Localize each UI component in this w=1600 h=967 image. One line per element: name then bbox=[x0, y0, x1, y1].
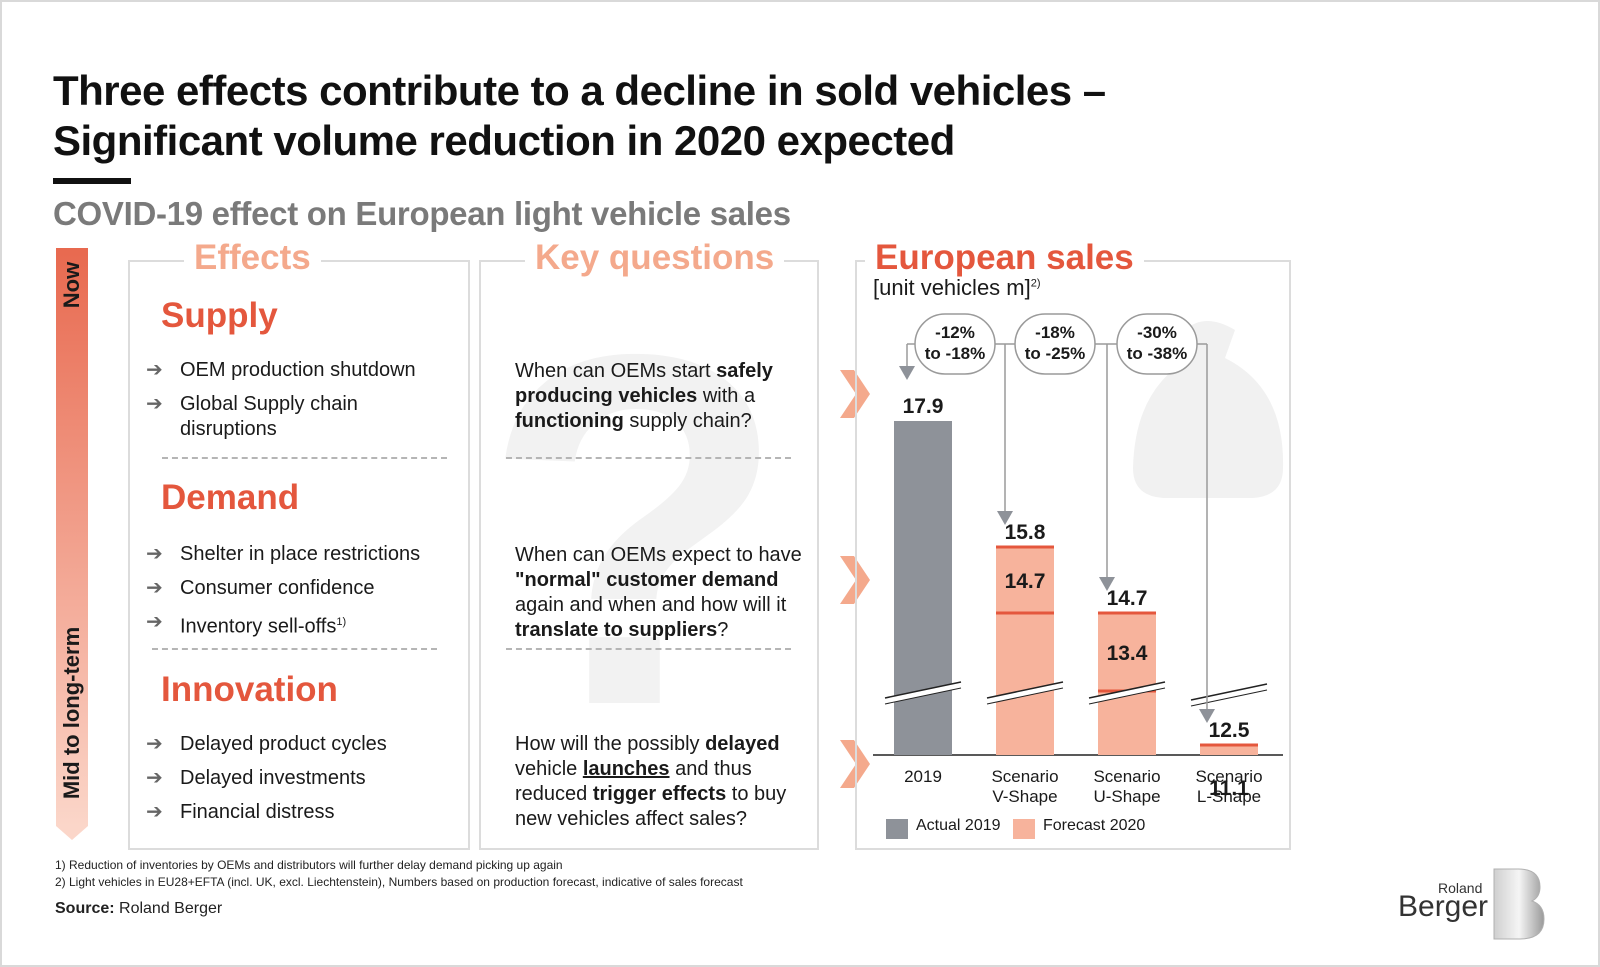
range-bubble-1 bbox=[1014, 313, 1096, 375]
axis-break-gap-2 bbox=[1089, 682, 1165, 704]
data-label-low-3: 11.1 bbox=[1209, 777, 1249, 800]
question-1: When can OEMs start safely producing vehi… bbox=[515, 360, 773, 432]
effects-panel: Effects bbox=[128, 238, 470, 850]
divider bbox=[152, 648, 437, 650]
title-line-2: Significant volume reduction in 2020 exp… bbox=[53, 117, 955, 164]
page-title: Three effects contribute to a decline in… bbox=[53, 66, 1106, 166]
range-bubble-2 bbox=[1116, 313, 1198, 375]
innovation-item: ➔ Financial distress bbox=[146, 801, 335, 823]
data-label-low-1: 14.7 bbox=[1005, 570, 1046, 593]
axis-break-gap-0 bbox=[885, 682, 961, 704]
legend-label-forecast: Forecast 2020 bbox=[1043, 817, 1146, 834]
demand-title: Demand bbox=[161, 478, 300, 517]
arrow-down-icon bbox=[997, 511, 1013, 525]
logo-text-roland: Roland bbox=[1438, 880, 1483, 896]
timeline-now-label: Now bbox=[59, 261, 84, 309]
axis-break-gap-1 bbox=[987, 682, 1063, 704]
sales-panel: European sales bbox=[855, 238, 1291, 850]
demand-item: ➔ Inventory sell-offs1) bbox=[146, 611, 347, 638]
arrow-down-icon bbox=[899, 366, 915, 380]
arrow-right-icon: ➔ bbox=[146, 801, 163, 823]
title-underline bbox=[53, 178, 131, 184]
money-bag-watermark bbox=[1133, 321, 1284, 498]
roland-berger-logo bbox=[1493, 868, 1545, 940]
range-bubble-0 bbox=[914, 313, 996, 375]
range-label-0: -12% bbox=[935, 323, 975, 342]
footnote-2: 2) Light vehicles in EU28+EFTA (incl. UK… bbox=[55, 875, 743, 889]
category-label-1: Scenario bbox=[991, 767, 1058, 786]
bar-1 bbox=[996, 547, 1054, 755]
axis-break-gap-3 bbox=[1191, 684, 1267, 706]
axis-break-line-3 bbox=[1190, 683, 1268, 701]
range-label-2: -30% bbox=[1137, 323, 1177, 342]
source-line: Source: Roland Berger bbox=[55, 900, 223, 917]
questions-heading: Key questions bbox=[525, 238, 785, 278]
range-label-1: -18% bbox=[1035, 323, 1075, 342]
bar-3 bbox=[1200, 745, 1258, 755]
logo-text-berger: Berger bbox=[1398, 890, 1489, 923]
axis-break-line2-1 bbox=[986, 687, 1064, 705]
divider bbox=[506, 457, 791, 459]
question-mark-watermark: ? bbox=[482, 250, 788, 809]
timeline-arrow bbox=[56, 248, 88, 840]
innovation-title: Innovation bbox=[161, 670, 338, 709]
arrow-right-icon: ➔ bbox=[146, 733, 163, 755]
arrow-down-icon bbox=[1199, 709, 1215, 723]
innovation-item: ➔ Delayed investments bbox=[146, 767, 366, 789]
data-label-high-1: 15.8 bbox=[1005, 521, 1046, 544]
arrow-right-icon: ➔ bbox=[146, 577, 163, 599]
arrow-right-icon: ➔ bbox=[146, 359, 163, 381]
demand-item: ➔ Consumer confidence bbox=[146, 577, 375, 599]
supply-item: ➔ Global Supply chain disruptions bbox=[146, 393, 358, 440]
axis-break-line2-2 bbox=[1088, 687, 1166, 705]
bar-0 bbox=[894, 421, 952, 755]
category-label-1: V-Shape bbox=[992, 787, 1057, 806]
axis-break-line-1 bbox=[986, 681, 1064, 699]
timeline-long-term-label: Mid to long-term bbox=[59, 626, 84, 799]
effects-heading: Effects bbox=[184, 238, 321, 278]
title-line-1: Three effects contribute to a decline in… bbox=[53, 67, 1106, 114]
data-label-high-2: 14.7 bbox=[1107, 587, 1148, 610]
questions-panel: Key questions bbox=[479, 238, 819, 850]
axis-break-line2-0 bbox=[884, 687, 962, 705]
range-label-0: to -18% bbox=[925, 344, 985, 363]
sales-heading: European sales bbox=[865, 238, 1144, 278]
data-label-low-2: 13.4 bbox=[1107, 642, 1148, 665]
axis-break-line-0 bbox=[884, 681, 962, 699]
arrow-right-icon: ➔ bbox=[146, 611, 163, 633]
axis-break-line-2 bbox=[1088, 681, 1166, 699]
innovation-item: ➔ Delayed product cycles bbox=[146, 733, 387, 755]
sales-chart: 17.9201914.715.8ScenarioV-Shape13.414.7S… bbox=[873, 313, 1284, 806]
question-3: How will the possibly delayed vehicle lau… bbox=[515, 733, 787, 830]
supply-title: Supply bbox=[161, 296, 278, 335]
category-label-3: L-Shape bbox=[1197, 787, 1261, 806]
legend-label-actual: Actual 2019 bbox=[916, 817, 1001, 834]
divider bbox=[162, 457, 447, 459]
category-label-0: 2019 bbox=[904, 767, 942, 786]
legend-swatch-forecast bbox=[1013, 819, 1035, 839]
chart-unit: [unit vehicles m]2) bbox=[873, 275, 1041, 300]
divider bbox=[506, 648, 791, 650]
footnote-1: 1) Reduction of inventories by OEMs and … bbox=[55, 858, 563, 872]
bar-2 bbox=[1098, 613, 1156, 755]
data-label-high-0: 17.9 bbox=[903, 395, 944, 418]
range-label-2: to -38% bbox=[1127, 344, 1187, 363]
axis-break-line2-3 bbox=[1190, 689, 1268, 707]
arrow-right-icon: ➔ bbox=[146, 543, 163, 565]
supply-item: ➔ OEM production shutdown bbox=[146, 359, 416, 381]
data-label-high-3: 12.5 bbox=[1209, 719, 1250, 742]
category-label-2: Scenario bbox=[1093, 767, 1160, 786]
question-2: When can OEMs expect to have "normal" cus… bbox=[515, 544, 802, 641]
demand-item: ➔ Shelter in place restrictions bbox=[146, 543, 421, 565]
arrow-right-icon: ➔ bbox=[146, 393, 163, 415]
arrow-down-icon bbox=[1099, 577, 1115, 591]
category-label-2: U-Shape bbox=[1093, 787, 1160, 806]
arrow-right-icon: ➔ bbox=[146, 767, 163, 789]
category-label-3: Scenario bbox=[1195, 767, 1262, 786]
range-label-1: to -25% bbox=[1025, 344, 1085, 363]
legend-swatch-actual bbox=[886, 819, 908, 839]
subtitle: COVID-19 effect on European light vehicl… bbox=[53, 195, 791, 232]
